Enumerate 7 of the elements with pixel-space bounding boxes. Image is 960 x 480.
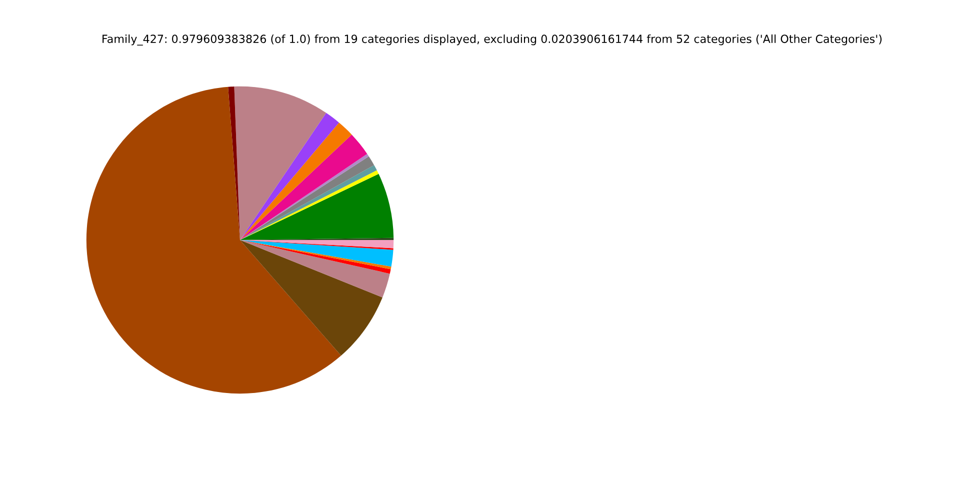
pie-slice bbox=[240, 122, 352, 240]
pie-slice bbox=[240, 240, 382, 356]
pie-slice bbox=[228, 86, 240, 240]
pie-slice bbox=[240, 134, 368, 240]
pie-slice bbox=[240, 112, 340, 240]
text: Family_427: 0.979609383826 (of 1.0) from 19 categories displayed, excluding 0.0203906161744 from 52 categories ('All Other Categories') bbox=[102, 34, 882, 46]
pie-slice bbox=[86, 86, 342, 394]
